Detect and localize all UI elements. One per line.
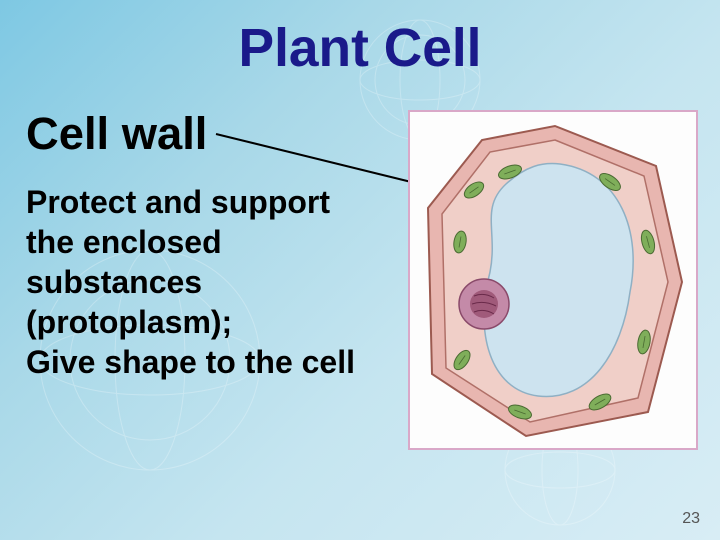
nucleus-shape xyxy=(459,279,509,329)
slide: Plant Cell Cell wall Protect and support… xyxy=(0,0,720,540)
slide-title: Plant Cell xyxy=(0,18,720,79)
cell-wall-label: Cell wall xyxy=(26,108,207,160)
plant-cell-diagram xyxy=(408,110,698,450)
cell-svg xyxy=(410,112,700,452)
page-number: 23 xyxy=(682,510,700,528)
description-text: Protect and support the enclosed substan… xyxy=(26,182,355,382)
